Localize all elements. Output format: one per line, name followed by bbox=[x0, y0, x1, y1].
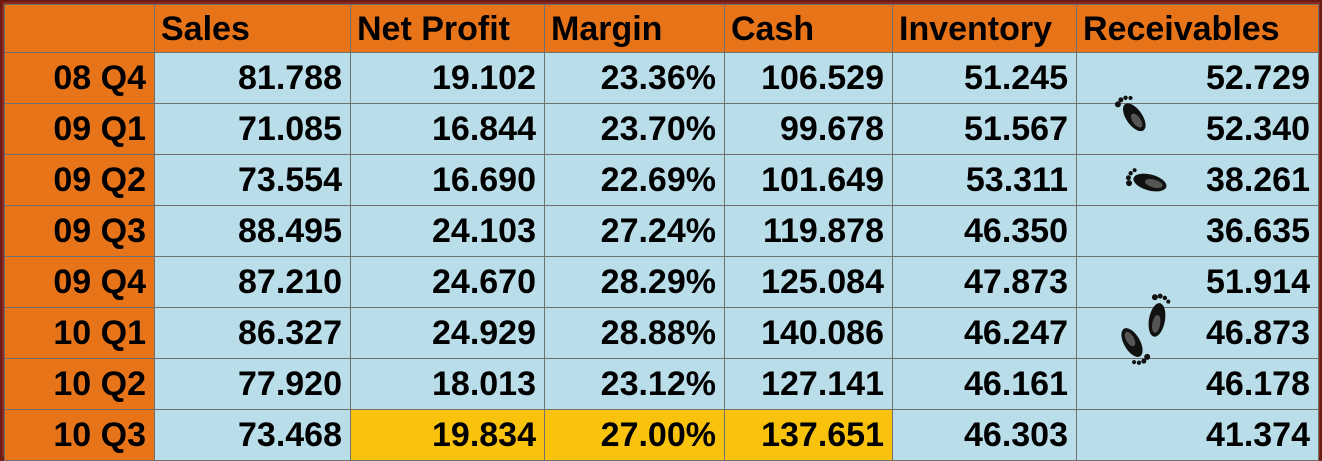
cell-margin[interactable]: 27.24% bbox=[544, 205, 725, 257]
cell-inventory[interactable]: 53.311 bbox=[892, 154, 1077, 206]
cell-margin[interactable]: 23.36% bbox=[544, 52, 725, 104]
table-row: 10 Q1 86.327 24.929 28.88% 140.086 46.24… bbox=[4, 307, 1319, 359]
cell-inventory[interactable]: 46.161 bbox=[892, 358, 1077, 410]
cell-sales[interactable]: 73.554 bbox=[154, 154, 351, 206]
cell-margin[interactable]: 23.70% bbox=[544, 103, 725, 155]
cell-sales[interactable]: 77.920 bbox=[154, 358, 351, 410]
cell-net-profit[interactable]: 18.013 bbox=[350, 358, 545, 410]
cell-net-profit-highlighted[interactable]: 19.834 bbox=[350, 409, 545, 461]
cell-sales[interactable]: 71.085 bbox=[154, 103, 351, 155]
cell-sales[interactable]: 81.788 bbox=[154, 52, 351, 104]
table-row: 09 Q1 71.085 16.844 23.70% 99.678 51.567… bbox=[4, 103, 1319, 155]
cell-sales[interactable]: 86.327 bbox=[154, 307, 351, 359]
cell-cash[interactable]: 127.141 bbox=[724, 358, 893, 410]
cell-margin[interactable]: 23.12% bbox=[544, 358, 725, 410]
table-row: 10 Q3 73.468 19.834 27.00% 137.651 46.30… bbox=[4, 409, 1319, 461]
row-label[interactable]: 10 Q3 bbox=[4, 409, 155, 461]
cell-receivables[interactable]: 41.374 bbox=[1076, 409, 1319, 461]
cell-net-profit[interactable]: 16.690 bbox=[350, 154, 545, 206]
cell-net-profit[interactable]: 24.103 bbox=[350, 205, 545, 257]
cell-inventory[interactable]: 46.247 bbox=[892, 307, 1077, 359]
row-label[interactable]: 10 Q1 bbox=[4, 307, 155, 359]
header-sales[interactable]: Sales bbox=[154, 4, 351, 53]
table-row: 09 Q3 88.495 24.103 27.24% 119.878 46.35… bbox=[4, 205, 1319, 257]
cell-receivables[interactable]: 51.914 bbox=[1076, 256, 1319, 308]
cell-net-profit[interactable]: 19.102 bbox=[350, 52, 545, 104]
cell-sales[interactable]: 87.210 bbox=[154, 256, 351, 308]
cell-margin[interactable]: 28.88% bbox=[544, 307, 725, 359]
table-row: 08 Q4 81.788 19.102 23.36% 106.529 51.24… bbox=[4, 52, 1319, 104]
financial-table: Sales Net Profit Margin Cash Inventory R… bbox=[4, 4, 1319, 461]
cell-margin-highlighted[interactable]: 27.00% bbox=[544, 409, 725, 461]
header-net-profit[interactable]: Net Profit bbox=[350, 4, 545, 53]
cell-cash[interactable]: 99.678 bbox=[724, 103, 893, 155]
cell-cash-highlighted[interactable]: 137.651 bbox=[724, 409, 893, 461]
row-label[interactable]: 08 Q4 bbox=[4, 52, 155, 104]
cell-net-profit[interactable]: 24.929 bbox=[350, 307, 545, 359]
cell-inventory[interactable]: 51.567 bbox=[892, 103, 1077, 155]
row-label[interactable]: 09 Q2 bbox=[4, 154, 155, 206]
table-row: 09 Q4 87.210 24.670 28.29% 125.084 47.87… bbox=[4, 256, 1319, 308]
header-row: Sales Net Profit Margin Cash Inventory R… bbox=[4, 4, 1319, 53]
cell-cash[interactable]: 140.086 bbox=[724, 307, 893, 359]
row-label[interactable]: 09 Q1 bbox=[4, 103, 155, 155]
cell-receivables[interactable]: 52.729 bbox=[1076, 52, 1319, 104]
cell-cash[interactable]: 101.649 bbox=[724, 154, 893, 206]
cell-net-profit[interactable]: 16.844 bbox=[350, 103, 545, 155]
cell-receivables[interactable]: 46.178 bbox=[1076, 358, 1319, 410]
header-margin[interactable]: Margin bbox=[544, 4, 725, 53]
cell-net-profit[interactable]: 24.670 bbox=[350, 256, 545, 308]
header-inventory[interactable]: Inventory bbox=[892, 4, 1077, 53]
cell-inventory[interactable]: 51.245 bbox=[892, 52, 1077, 104]
header-cash[interactable]: Cash bbox=[724, 4, 893, 53]
cell-cash[interactable]: 119.878 bbox=[724, 205, 893, 257]
corner-cell[interactable] bbox=[4, 4, 155, 53]
row-label[interactable]: 09 Q3 bbox=[4, 205, 155, 257]
row-label[interactable]: 10 Q2 bbox=[4, 358, 155, 410]
table-row: 09 Q2 73.554 16.690 22.69% 101.649 53.31… bbox=[4, 154, 1319, 206]
header-receivables[interactable]: Receivables bbox=[1076, 4, 1319, 53]
cell-cash[interactable]: 125.084 bbox=[724, 256, 893, 308]
cell-margin[interactable]: 28.29% bbox=[544, 256, 725, 308]
row-label[interactable]: 09 Q4 bbox=[4, 256, 155, 308]
cell-inventory[interactable]: 47.873 bbox=[892, 256, 1077, 308]
cell-receivables[interactable]: 46.873 bbox=[1076, 307, 1319, 359]
cell-sales[interactable]: 73.468 bbox=[154, 409, 351, 461]
cell-sales[interactable]: 88.495 bbox=[154, 205, 351, 257]
cell-cash[interactable]: 106.529 bbox=[724, 52, 893, 104]
table-row: 10 Q2 77.920 18.013 23.12% 127.141 46.16… bbox=[4, 358, 1319, 410]
cell-inventory[interactable]: 46.303 bbox=[892, 409, 1077, 461]
cell-receivables[interactable]: 52.340 bbox=[1076, 103, 1319, 155]
cell-inventory[interactable]: 46.350 bbox=[892, 205, 1077, 257]
cell-receivables[interactable]: 38.261 bbox=[1076, 154, 1319, 206]
cell-receivables[interactable]: 36.635 bbox=[1076, 205, 1319, 257]
cell-margin[interactable]: 22.69% bbox=[544, 154, 725, 206]
